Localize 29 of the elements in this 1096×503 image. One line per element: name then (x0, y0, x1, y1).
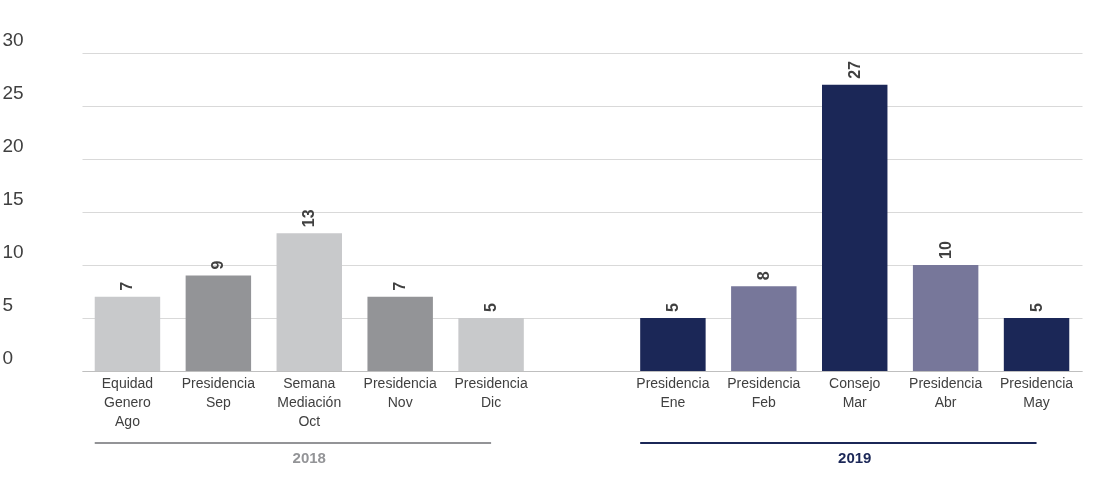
y-tick-label: 20 (2, 134, 24, 156)
data-label: 7 (391, 281, 409, 291)
x-tick-label: Consejo Mar (829, 374, 881, 410)
text: 2019 (838, 449, 872, 466)
y-tick-label: 5 (2, 293, 14, 315)
data-label: 8 (754, 271, 772, 281)
x-tick-label: Presidencia May (999, 374, 1074, 410)
x-tick-label: Equidad Genero Ago (101, 374, 154, 429)
data-label: 5 (482, 303, 500, 312)
data-label: 5 (663, 303, 681, 312)
x-tick-label: Presidencia Feb (727, 374, 801, 410)
data-label: 13 (300, 209, 318, 228)
y-tick-label: 30 (2, 28, 24, 50)
y-tick-label: 25 (2, 81, 24, 103)
x-tick-label: Presidencia Sep (181, 374, 256, 410)
x-tick-label: Presidencia Abr (909, 374, 983, 410)
data-label: 5 (1027, 303, 1045, 312)
data-label: 7 (118, 281, 136, 291)
data-label: 10 (936, 241, 954, 259)
x-tick-label: Presidencia Ene (636, 374, 710, 410)
x-tick-label: Presidencia Dic (454, 374, 528, 410)
data-label: 27 (845, 60, 863, 79)
y-tick-label: 15 (2, 187, 24, 209)
text: 2018 (292, 449, 326, 466)
x-tick-label: Semana Mediación Oct (277, 374, 342, 429)
data-label: 9 (209, 260, 227, 270)
y-tick-label: 0 (2, 346, 14, 368)
y-tick-label: 10 (2, 240, 24, 262)
x-tick-label: Presidencia Nov (363, 374, 437, 410)
